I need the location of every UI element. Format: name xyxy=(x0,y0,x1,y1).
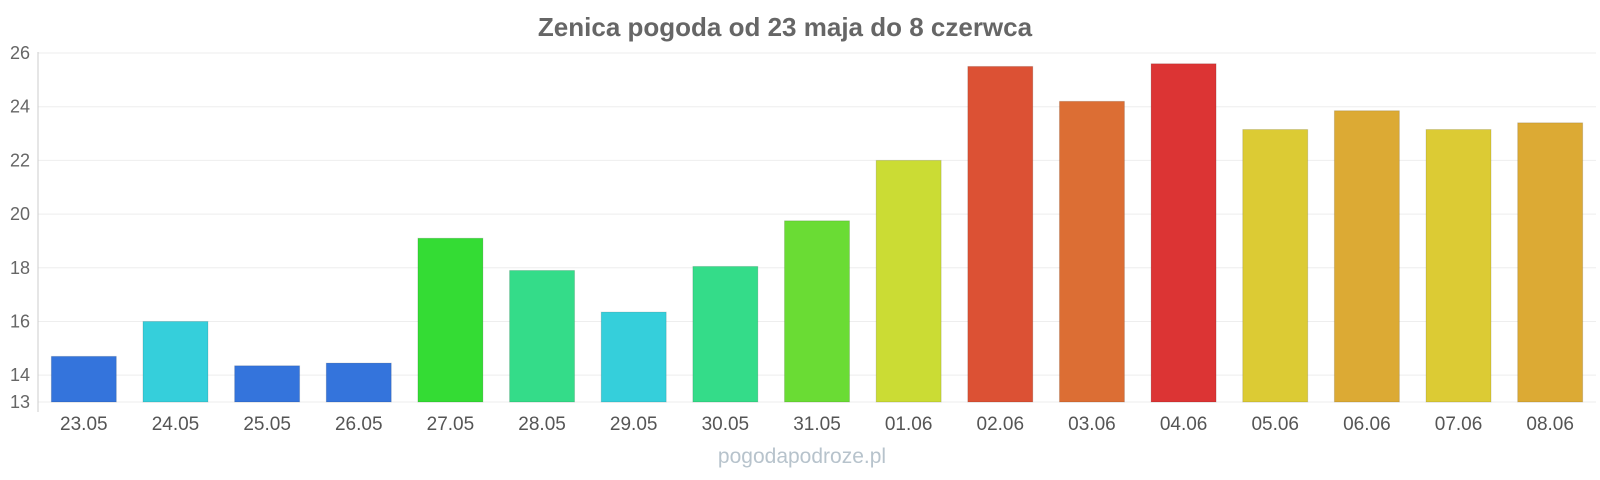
bar-25.05 xyxy=(234,365,301,403)
x-tick-label: 08.06 xyxy=(1526,414,1574,435)
x-tick-label: 23.05 xyxy=(60,414,108,435)
x-tick-label: 03.06 xyxy=(1068,414,1116,435)
bar-28.05 xyxy=(509,269,576,403)
x-tick-label: 31.05 xyxy=(793,414,841,435)
bar-27.05 xyxy=(417,237,484,403)
bar-08.06 xyxy=(1517,122,1584,403)
y-tick-label: 20 xyxy=(10,204,30,224)
x-tick-label: 24.05 xyxy=(152,414,200,435)
y-tick-label: 14 xyxy=(10,365,30,385)
source-credit: pogodapodroze.pl xyxy=(718,445,886,468)
y-tick-label: 18 xyxy=(10,258,30,278)
bar-01.06 xyxy=(875,159,942,403)
x-tick-label: 05.06 xyxy=(1251,414,1299,435)
x-tick-label: 02.06 xyxy=(977,414,1025,435)
bar-07.06 xyxy=(1425,129,1492,403)
bar-03.06 xyxy=(1058,100,1125,403)
x-tick-label: 25.05 xyxy=(243,414,291,435)
y-tick-label: 24 xyxy=(10,97,30,117)
x-axis-tick-labels: 23.05 24.05 25.05 26.05 27.05 28.05 29.05 30.05… xyxy=(60,414,1574,435)
x-tick-label: 01.06 xyxy=(885,414,933,435)
bar-02.06 xyxy=(967,65,1034,403)
bar-23.05 xyxy=(50,355,117,403)
bar-06.06 xyxy=(1333,110,1400,403)
x-tick-label: 28.05 xyxy=(518,414,566,435)
y-axis-tick-labels: 13 14 16 18 20 22 24 26 xyxy=(10,43,30,412)
x-tick-label: 07.06 xyxy=(1435,414,1483,435)
y-tick-label: 13 xyxy=(10,392,30,412)
y-tick-label: 26 xyxy=(10,43,30,63)
bar-04.06 xyxy=(1150,63,1217,403)
x-tick-label: 06.06 xyxy=(1343,414,1391,435)
bar-26.05 xyxy=(325,362,392,403)
x-tick-label: 30.05 xyxy=(702,414,750,435)
bars xyxy=(50,63,1584,403)
bar-31.05 xyxy=(784,220,850,403)
x-tick-label: 29.05 xyxy=(610,414,658,435)
x-tick-label: 27.05 xyxy=(427,414,475,435)
bar-24.05 xyxy=(142,320,209,403)
bar-30.05 xyxy=(692,265,759,403)
y-tick-label: 16 xyxy=(10,311,30,331)
bar-05.06 xyxy=(1242,129,1309,403)
x-tick-label: 26.05 xyxy=(335,414,383,435)
chart-title: Zenica pogoda od 23 maja do 8 czerwca xyxy=(538,12,1033,42)
bar-29.05 xyxy=(600,311,667,403)
x-tick-label: 04.06 xyxy=(1160,414,1208,435)
y-tick-label: 22 xyxy=(10,150,30,170)
